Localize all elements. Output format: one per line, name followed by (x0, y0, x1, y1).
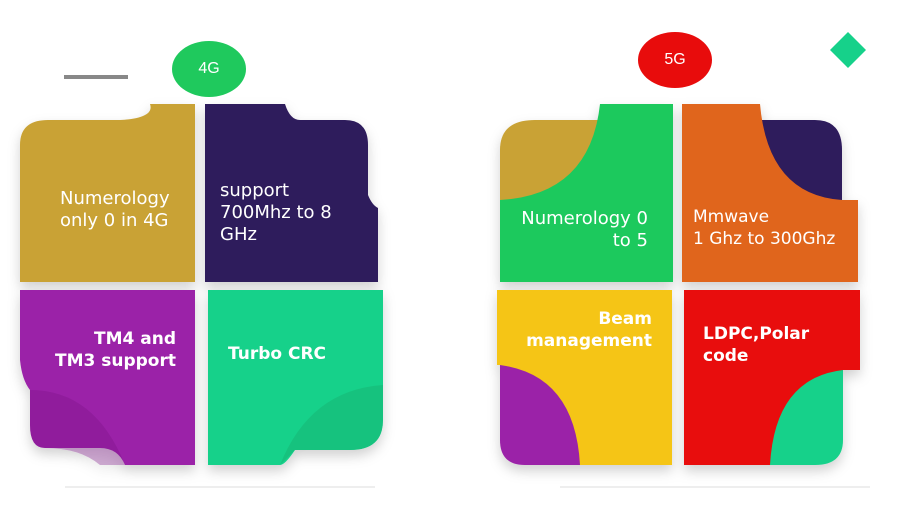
tile-4g-bottom-left-curve (30, 390, 125, 465)
tile-4g-top-right-shape (205, 104, 378, 282)
tile-5g-bottom-right-shape (684, 290, 860, 465)
diamond-icon (830, 32, 866, 68)
tile-4g-bottom-right-curve (280, 385, 383, 465)
tile-5g-bottom-left-text: Beam management (526, 309, 652, 351)
badge-4g-label: 4G (198, 60, 220, 77)
tile-4g-bottom-right-text: Turbo CRC (228, 344, 327, 364)
tile-4g-bottom-left-text: TM4 and TM3 support (54, 329, 176, 371)
tile-5g-bottom-right-text: LDPC,Polar code (703, 324, 810, 366)
tile-5g-top-left-shape (500, 104, 673, 282)
tile-5g-bottom-left-shape (497, 290, 672, 465)
badge-5g-label: 5G (664, 51, 686, 68)
tile-5g-top-right-text: Mmwave 1 Ghz to 300Ghz (693, 207, 836, 249)
badge-4g-shape (172, 41, 246, 97)
panel-5g-shapes (497, 104, 860, 465)
badge-5g-shape (638, 32, 712, 88)
tile-4g-top-left-text: Numerology only 0 in 4G (60, 188, 170, 231)
tile-4g-top-left-shape (20, 104, 195, 282)
tile-4g-top-right-text: support 700Mhz to 8 GHz (220, 180, 332, 245)
panel-4g-shapes (20, 104, 383, 465)
tile-5g-top-left-text: Numerology 0 to 5 (521, 208, 648, 251)
tile-5g-top-right-shape (682, 104, 858, 282)
